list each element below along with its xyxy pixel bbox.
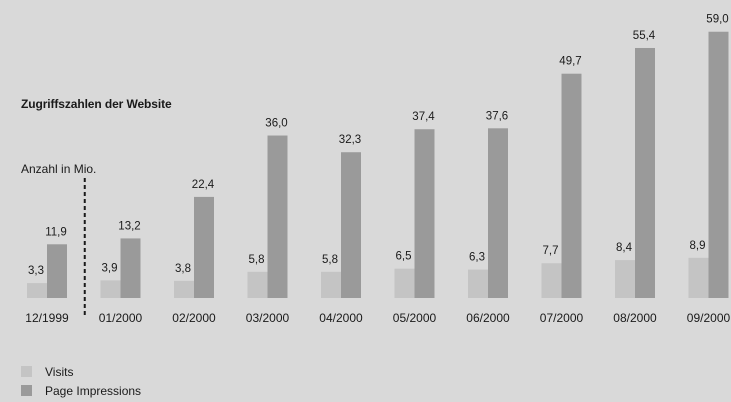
value-label-page-impressions-06/2000: 37,6 <box>486 110 508 122</box>
bar-visits-08/2000 <box>615 260 635 298</box>
value-label-page-impressions-08/2000: 55,4 <box>633 30 656 42</box>
bar-visits-01/2000 <box>100 280 121 298</box>
bar-page-impressions-08/2000 <box>635 47 655 299</box>
bar-page-impressions-06/2000 <box>488 128 508 298</box>
bar-page-impressions-04/2000 <box>341 152 361 298</box>
x-tick-label-05/2000: 05/2000 <box>393 311 437 325</box>
value-label-visits-06/2000: 6,3 <box>469 252 485 264</box>
value-label-page-impressions-07/2000: 49,7 <box>559 56 581 68</box>
value-label-visits-04/2000: 5,8 <box>322 254 338 266</box>
y-axis-label: Anzahl in Mio. <box>21 162 97 176</box>
value-label-visits-08/2000: 8,4 <box>616 242 633 254</box>
bar-visits-09/2000 <box>688 257 709 298</box>
x-tick-label-09/2000: 09/2000 <box>687 311 731 325</box>
value-label-page-impressions-05/2000: 37,4 <box>412 111 435 123</box>
value-label-page-impressions-04/2000: 32,3 <box>339 134 361 146</box>
value-label-page-impressions-01/2000: 13,2 <box>118 220 140 232</box>
bar-visits-05/2000 <box>394 268 415 298</box>
chart-title: Zugriffszahlen der Website <box>21 97 172 111</box>
value-label-visits-02/2000: 3,8 <box>175 263 191 275</box>
legend: Visits Page Impressions <box>21 362 141 400</box>
value-label-visits-01/2000: 3,9 <box>102 262 118 274</box>
x-tick-label-03/2000: 03/2000 <box>246 311 290 325</box>
bar-visits-04/2000 <box>321 271 341 298</box>
x-tick-label-04/2000: 04/2000 <box>319 311 363 325</box>
value-label-visits-05/2000: 6,5 <box>396 251 412 263</box>
legend-swatch-page-impressions <box>21 385 32 396</box>
bar-page-impressions-02/2000 <box>194 196 214 298</box>
legend-item-page-impressions: Page Impressions <box>21 381 141 400</box>
x-tick-label-08/2000: 08/2000 <box>613 311 657 325</box>
x-tick-label-07/2000: 07/2000 <box>540 311 584 325</box>
x-tick-label-02/2000: 02/2000 <box>172 311 216 325</box>
bar-page-impressions-03/2000 <box>267 135 288 298</box>
value-label-visits-07/2000: 7,7 <box>543 245 559 257</box>
value-label-visits-03/2000: 5,8 <box>249 254 265 266</box>
bar-visits-03/2000 <box>247 271 268 298</box>
value-label-page-impressions-03/2000: 36,0 <box>265 118 287 130</box>
bar-visits-07/2000 <box>541 263 562 298</box>
legend-label-visits: Visits <box>45 364 74 379</box>
x-tick-label-12/1999: 12/1999 <box>25 311 69 325</box>
legend-swatch-visits <box>21 366 32 377</box>
value-label-visits-09/2000: 8,9 <box>690 240 706 252</box>
bar-page-impressions-01/2000 <box>120 238 141 298</box>
value-label-visits-12/1999: 3,3 <box>28 265 44 277</box>
legend-label-page-impressions: Page Impressions <box>45 383 142 398</box>
bar-visits-12/1999 <box>27 283 47 298</box>
value-label-page-impressions-12/1999: 11,9 <box>45 226 67 238</box>
x-tick-label-06/2000: 06/2000 <box>466 311 510 325</box>
bar-visits-06/2000 <box>468 269 488 298</box>
value-label-page-impressions-02/2000: 22,4 <box>192 179 215 191</box>
value-label-page-impressions-09/2000: 59,0 <box>706 14 728 26</box>
bar-page-impressions-05/2000 <box>414 129 435 298</box>
bar-page-impressions-09/2000 <box>708 31 729 298</box>
legend-item-visits: Visits <box>21 362 141 381</box>
bar-page-impressions-07/2000 <box>561 73 582 298</box>
x-tick-label-01/2000: 01/2000 <box>99 311 143 325</box>
bar-page-impressions-12/1999 <box>47 244 67 298</box>
bar-visits-02/2000 <box>174 280 194 298</box>
